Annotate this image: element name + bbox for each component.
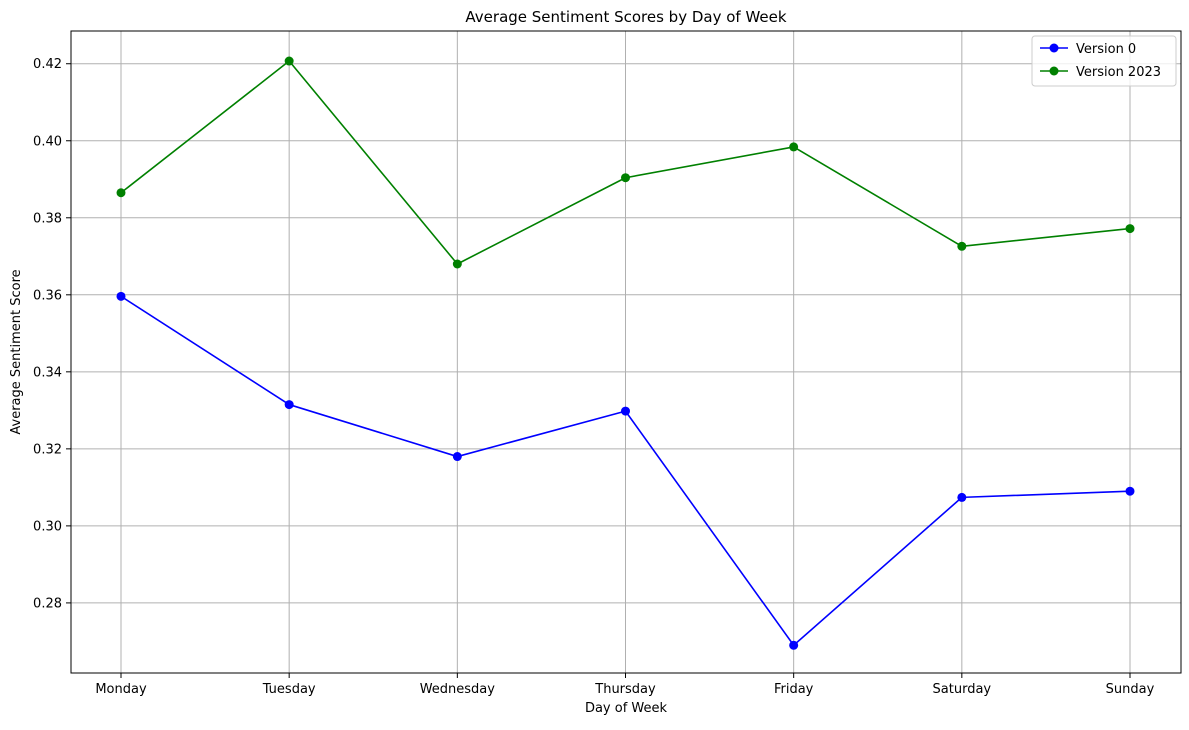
x-tick-label-wednesday: Wednesday — [420, 682, 496, 697]
x-tick-label-tuesday: Tuesday — [262, 682, 316, 697]
legend-label-version-0: Version 0 — [1076, 42, 1136, 57]
x-tick-label-friday: Friday — [774, 682, 814, 697]
legend-label-version-2023: Version 2023 — [1076, 65, 1161, 80]
y-tick-label-0-30: 0.30 — [33, 519, 62, 534]
x-axis-label: Day of Week — [585, 701, 668, 716]
grid — [71, 31, 1181, 673]
y-tick-label-0-38: 0.38 — [33, 211, 62, 226]
y-tick-label-0-32: 0.32 — [33, 442, 62, 457]
legend-entry-version-2023: Version 2023 — [1040, 65, 1161, 80]
x-tick-label-thursday: Thursday — [594, 682, 656, 697]
data-point-version-0-monday — [116, 291, 126, 301]
y-tick-label-0-40: 0.40 — [33, 134, 62, 149]
legend-marker-version-2023 — [1049, 66, 1059, 76]
data-point-version-0-tuesday — [284, 400, 294, 410]
data-point-version-2023-tuesday — [284, 56, 294, 66]
legend-marker-version-0 — [1049, 43, 1059, 53]
series-layer — [116, 56, 1135, 650]
chart-title: Average Sentiment Scores by Day of Week — [465, 8, 786, 26]
y-tick-label-0-36: 0.36 — [33, 288, 62, 303]
data-point-version-0-thursday — [621, 406, 630, 416]
data-point-version-0-sunday — [1125, 486, 1135, 496]
legend: Version 0 Version 2023 — [1031, 35, 1177, 87]
y-tick-label-0-42: 0.42 — [33, 57, 62, 72]
data-point-version-2023-friday — [789, 142, 799, 152]
x-tick-label-sunday: Sunday — [1106, 682, 1155, 697]
data-point-version-2023-wednesday — [452, 259, 462, 269]
legend-entry-version-0: Version 0 — [1040, 42, 1136, 57]
data-point-version-0-friday — [789, 640, 799, 650]
x-axis: Monday Tuesday Wednesday Thursday Friday Satu… — [95, 673, 1155, 697]
data-point-version-2023-monday — [116, 188, 126, 198]
y-tick-label-0-34: 0.34 — [33, 365, 62, 380]
x-tick-label-saturday: Saturday — [933, 682, 992, 697]
y-axis: 0.28 0.30 0.32 0.34 0.36 0.38 0.40 0.42 — [33, 57, 71, 611]
x-tick-label-monday: Monday — [95, 682, 147, 697]
data-point-version-2023-thursday — [621, 173, 630, 183]
y-tick-label-0-28: 0.28 — [33, 596, 62, 611]
data-point-version-2023-sunday — [1125, 224, 1135, 234]
series-version-2023 — [116, 56, 1135, 269]
data-point-version-2023-saturday — [957, 241, 967, 251]
data-point-version-0-saturday — [957, 492, 967, 502]
y-axis-label: Average Sentiment Score — [9, 269, 24, 434]
data-point-version-0-wednesday — [452, 452, 462, 462]
series-version-0 — [116, 291, 1135, 650]
